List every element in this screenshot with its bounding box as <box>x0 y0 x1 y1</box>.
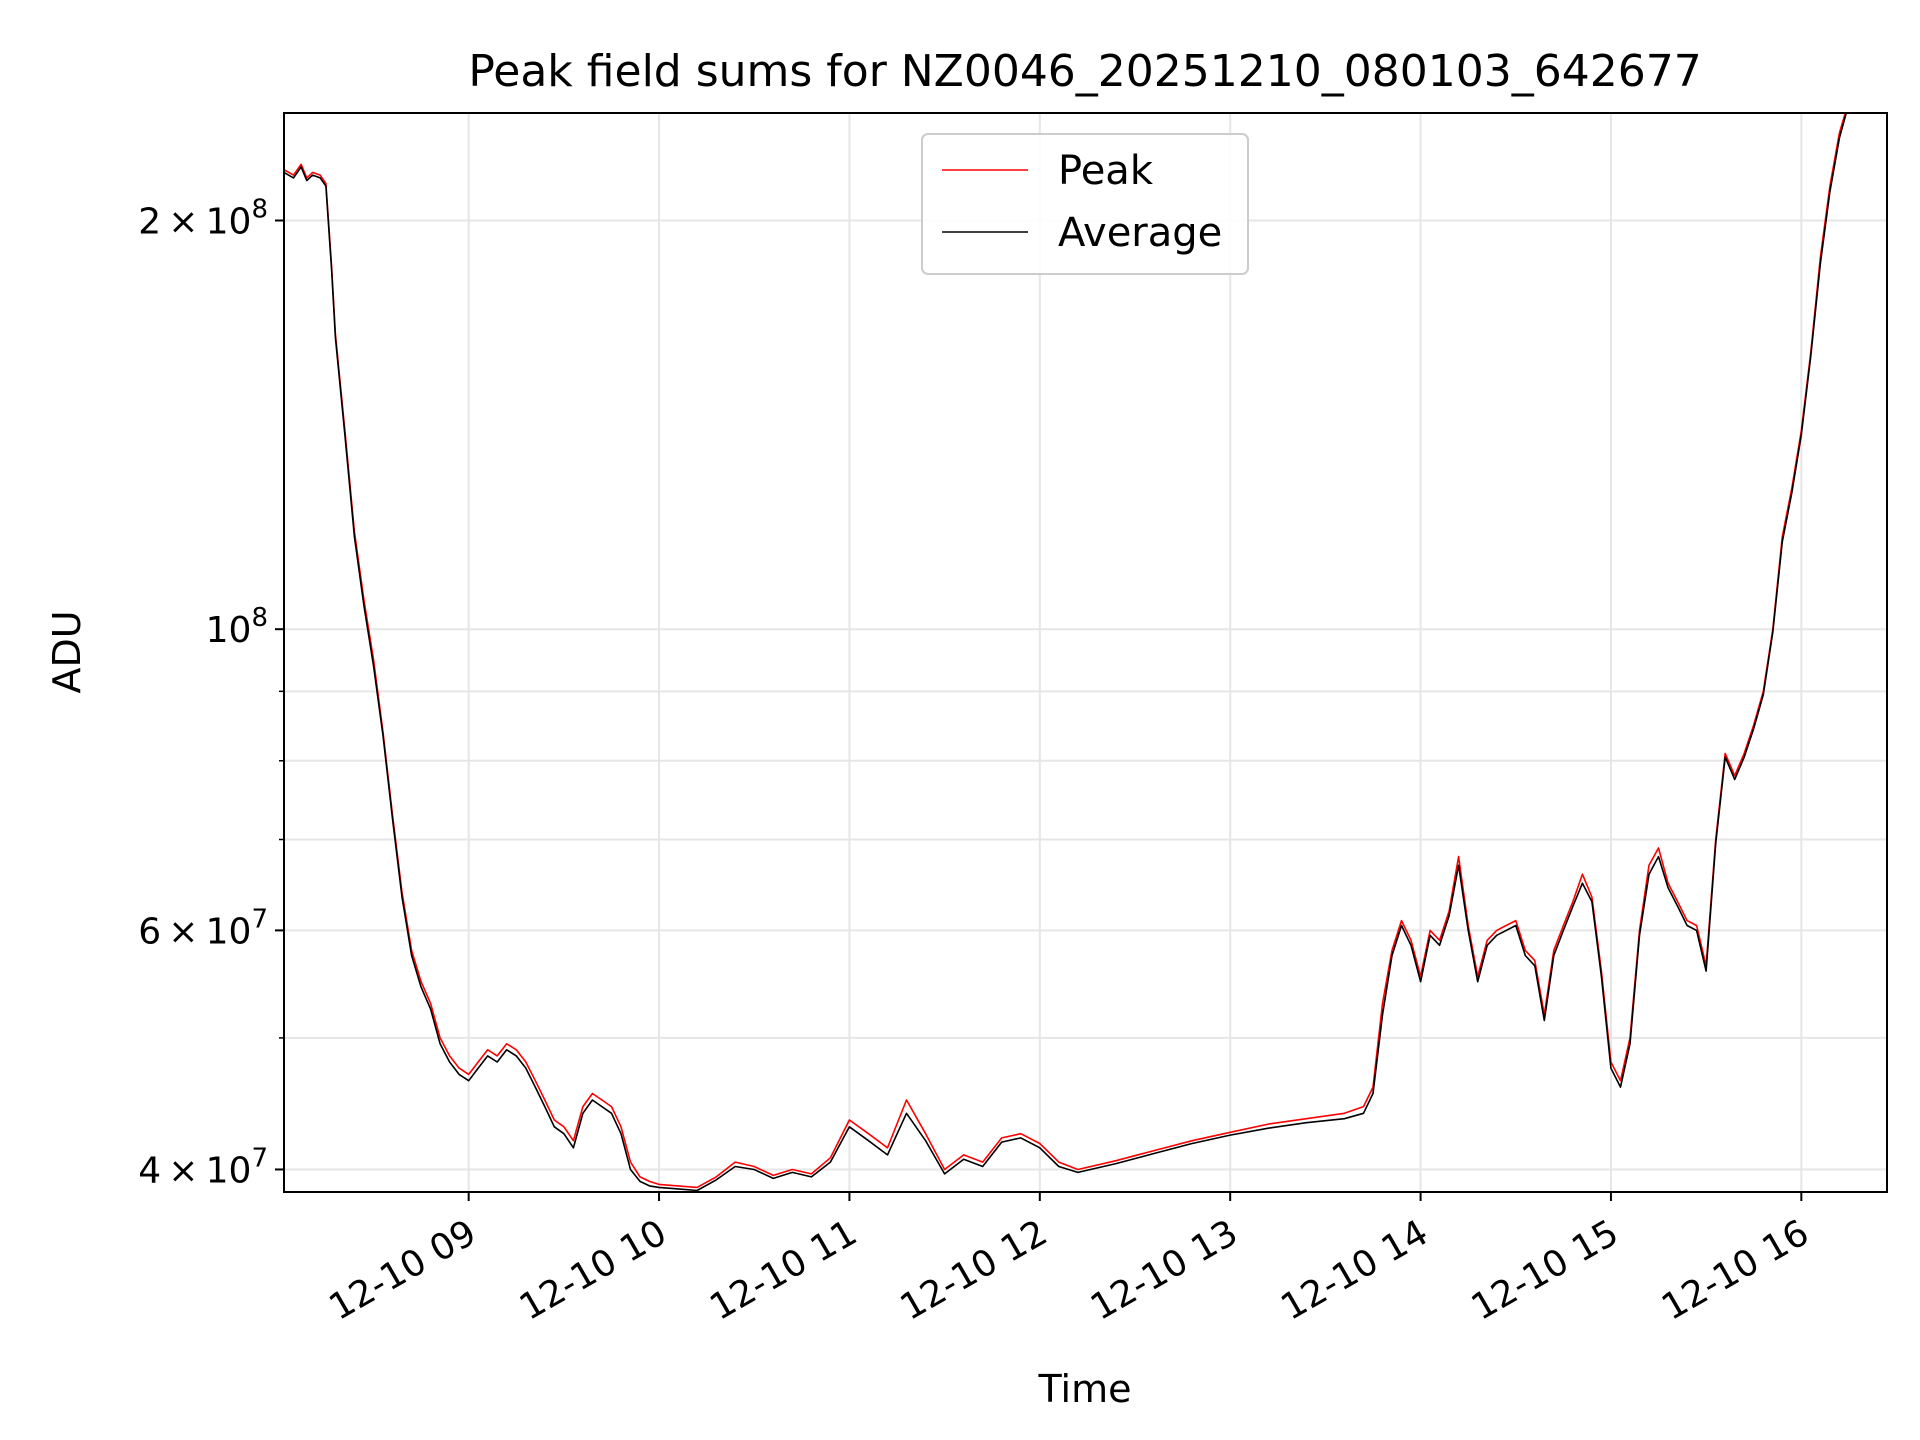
y-tick-exponent: 7 <box>251 904 268 934</box>
legend-label-average: Average <box>1058 210 1222 256</box>
legend-label-peak: Peak <box>1058 148 1154 194</box>
y-tick-exponent: 8 <box>251 603 268 633</box>
legend: Peak Average <box>922 134 1248 274</box>
y-tick-base: 6 × 10 <box>138 911 251 952</box>
y-tick-label: 4 × 107 <box>138 1143 268 1191</box>
y-tick-label: 2 × 108 <box>138 195 268 243</box>
chart: Peak field sums for NZ0046_20251210_0801… <box>0 0 1920 1440</box>
y-tick-label: 6 × 107 <box>138 904 268 952</box>
y-axis-label: ADU <box>45 610 89 693</box>
chart-title: Peak field sums for NZ0046_20251210_0801… <box>468 46 1701 97</box>
y-tick-base: 2 × 10 <box>138 202 251 243</box>
y-tick-exponent: 8 <box>251 195 268 225</box>
y-tick-base: 4 × 10 <box>138 1150 251 1191</box>
y-tick-base: 10 <box>206 610 252 651</box>
y-tick-exponent: 7 <box>251 1143 268 1173</box>
x-axis-label: Time <box>1038 1367 1132 1411</box>
